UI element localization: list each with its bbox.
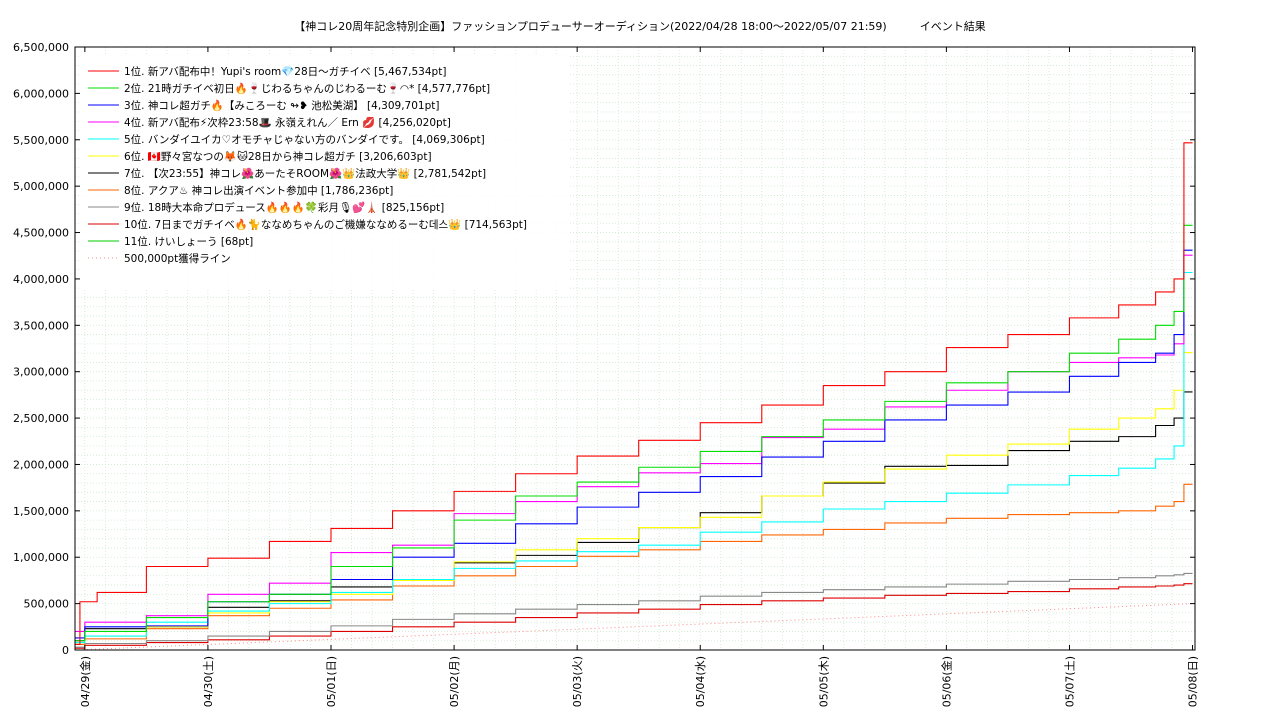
y-tick-label: 4,000,000 (13, 273, 69, 286)
y-tick-label: 1,000,000 (13, 551, 69, 564)
series-line (75, 483, 1193, 645)
x-tick-label: 05/03(火) (571, 656, 584, 707)
y-tick-label: 6,000,000 (13, 87, 69, 100)
y-tick-label: 3,500,000 (13, 319, 69, 332)
y-tick-label: 500,000 (24, 598, 70, 611)
plot-frame (74, 46, 1196, 651)
x-tick-label: 05/06(金) (939, 656, 953, 707)
series-line (75, 572, 1193, 648)
y-tick-label: 4,500,000 (13, 227, 69, 240)
series-line (75, 351, 1193, 644)
y-tick-label: 2,000,000 (13, 458, 69, 471)
legend: 1位. 新アバ配布中！Yupi's room💎28日～ガチイベ [5,467,5… (80, 56, 570, 290)
x-tick-label: 05/01(日) (325, 656, 338, 707)
series-line (75, 271, 1193, 644)
y-tick-label: 3,000,000 (13, 366, 69, 379)
series-line (75, 254, 1193, 632)
legend-label: 3位. 神コレ超ガチ🔥【みころーむ ↬❥ 池松美湖】 [4,309,701pt] (124, 99, 439, 112)
x-tick-label: 05/07(土) (1063, 656, 1076, 707)
x-axis-ticks: 04/29(金) 04/30(土) 05/01(日) 05/02(月) 05/03(火)… (78, 47, 1200, 707)
y-tick-label: 5,500,000 (13, 134, 69, 147)
series-line (75, 224, 1193, 642)
x-tick-label: 04/30(土) (202, 656, 215, 707)
y-tick-label: 2,500,000 (13, 412, 69, 425)
x-tick-label: 05/04(水) (694, 656, 707, 707)
legend-label: 6位. 🇨🇦野々宮なつの🦊🐱28日から神コレ超ガチ [3,206,603pt] (124, 150, 432, 163)
legend-label: 10位. 7日までガチイベ🔥🐈ななめちゃんのご機嫌ななめるーむ데스👑 [714,… (124, 218, 527, 231)
series-line (74, 603, 1193, 651)
series-line (75, 583, 1193, 649)
chart-title: 【神コレ20周年記念特別企画】ファッションプロデューサーオーディション(2022… (294, 20, 986, 33)
y-tick-label: 1,500,000 (13, 505, 69, 518)
series-line (75, 142, 1193, 645)
y-axis-ticks: 0 500,000 1,000,000 1,500,000 2,000,000 2,500… (13, 41, 1195, 657)
x-tick-label: 05/05(木) (817, 656, 830, 707)
legend-label: 1位. 新アバ配布中！Yupi's room💎28日～ガチイベ [5,467,5… (124, 65, 446, 78)
legend-label: 9位. 18時大本命プロデュース🔥🔥🔥🍀彩月🎙💕🗼 [825,156pt] (124, 201, 444, 214)
legend-label: 8位. アクア♨ 神コレ出演イベント参加中 [1,786,236pt] (124, 184, 393, 197)
y-tick-label: 5,000,000 (13, 180, 69, 193)
y-tick-label: 0 (62, 644, 69, 657)
legend-label: 7位. 【次23:55】神コレ🌺あーたそROOM🌺👑法政大学👑 [2,781,5… (124, 167, 486, 180)
legend-label: 2位. 21時ガチイベ初日🔥🍷じわるちゃんのじわるーむ🍷◠* [4,577,77… (124, 82, 490, 95)
legend-label: 5位. バンダイユイカ♡オモチャじゃない方のバンダイです。 [4,069,306… (124, 133, 485, 146)
x-tick-label: 05/08(日) (1187, 656, 1200, 707)
legend-box (80, 56, 570, 290)
legend-label: 500,000pt獲得ライン (124, 252, 231, 265)
y-tick-label: 6,500,000 (13, 41, 69, 54)
legend-label: 4位. 新アバ配布⚡次枠23:58🎩 永嶺えれん／ Ern 💋 [4,256,0… (124, 116, 451, 129)
series-lines (74, 142, 1194, 651)
x-tick-label: 04/29(金) (78, 656, 92, 707)
x-tick-label: 05/02(月) (448, 656, 461, 707)
legend-label: 11位. けいしょーう [68pt] (124, 235, 253, 248)
